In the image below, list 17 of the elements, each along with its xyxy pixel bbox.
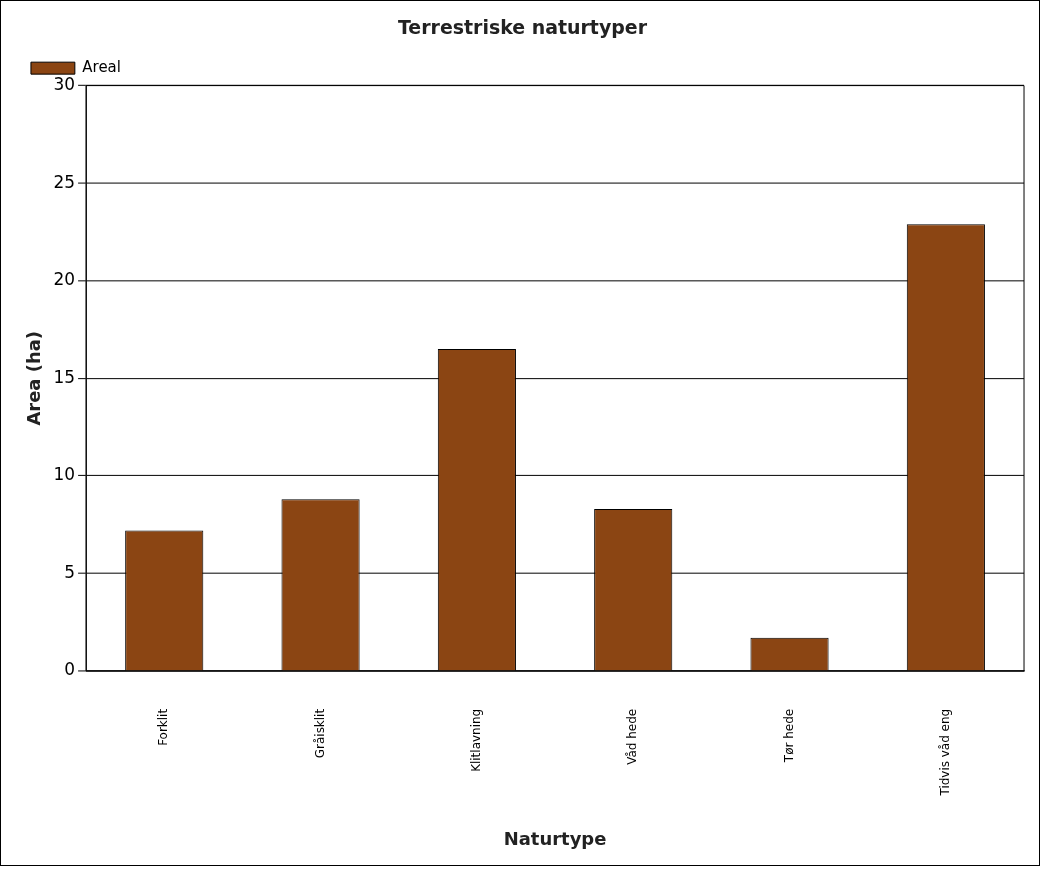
legend-label: Areal [82,58,121,77]
x-tick-label: Tidvis våd eng [937,708,952,797]
x-tick-label: Våd hede [625,708,640,765]
y-tick-label: 20 [53,269,76,290]
x-tick-label: Gråisklit [312,708,327,759]
x-axis-title: Naturtype [503,827,607,849]
chart-title: Terrestriske naturtyper [397,16,648,39]
x-tick-label: Klitlavning [469,708,483,772]
y-tick-label: 5 [64,561,76,582]
y-tick-label: 10 [53,464,76,485]
y-tick-label: 0 [64,659,76,680]
y-tick-label: 30 [53,74,76,95]
y-tick-label: 25 [53,171,76,192]
y-axis-title: Area (ha) [23,330,45,426]
y-tick-label: 15 [53,366,76,387]
x-tick-label: Tør hede [781,708,796,764]
x-tick-label: Forklit [156,708,171,746]
